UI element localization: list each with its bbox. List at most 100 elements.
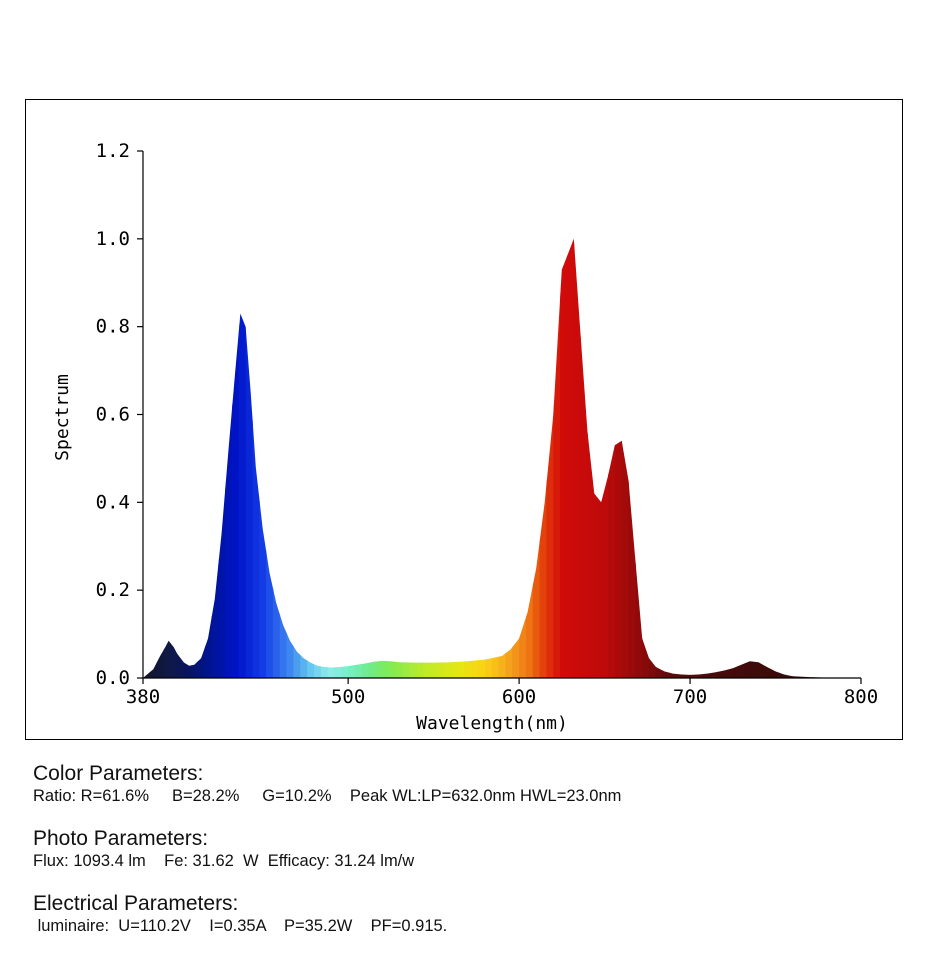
color-band [396, 238, 404, 678]
x-tick-label: 800 [844, 686, 878, 708]
color-band [649, 238, 657, 678]
color-band [252, 238, 260, 678]
color-band [211, 238, 219, 678]
color-band [368, 238, 377, 678]
color-band [778, 238, 787, 678]
color-band [717, 238, 725, 678]
color-band [204, 238, 212, 678]
y-tick-label: 0.0 [96, 667, 130, 689]
photo-parameters: Photo Parameters: Flux: 1093.4 lm Fe: 31… [33, 827, 414, 871]
color-band [532, 238, 541, 678]
color-band [382, 238, 390, 678]
color-band [696, 238, 705, 678]
color-band [601, 238, 609, 678]
color-band [560, 238, 568, 678]
color-band [457, 238, 465, 678]
color-band [539, 238, 548, 678]
electrical-parameters: Electrical Parameters: luminaire: U=110.… [33, 892, 447, 936]
electrical-parameters-values: luminaire: U=110.2V I=0.35A P=35.2W PF=0… [33, 917, 448, 935]
color-band [218, 238, 226, 678]
color-band [587, 238, 595, 678]
color-band [765, 238, 773, 678]
color-band [744, 238, 753, 678]
color-band [416, 238, 424, 678]
color-band [724, 238, 732, 678]
color-parameters: Color Parameters: Ratio: R=61.6% B=28.2%… [33, 762, 621, 806]
color-band [840, 238, 848, 678]
color-band [348, 238, 356, 678]
color-band [635, 238, 643, 678]
color-band [566, 238, 575, 678]
x-axis-label: Wavelength(nm) [416, 713, 568, 734]
color-band [847, 238, 855, 678]
color-band [177, 238, 185, 678]
color-band [402, 238, 411, 678]
color-band [683, 238, 691, 678]
color-band [642, 238, 650, 678]
color-band [505, 238, 513, 678]
y-axis-label: Spectrum [52, 374, 73, 461]
x-tick-label: 700 [673, 686, 707, 708]
color-band [819, 238, 828, 678]
color-band [751, 238, 760, 678]
color-band [594, 238, 602, 678]
color-band [546, 238, 554, 678]
color-band [279, 238, 288, 678]
spectrum-chart: 0.0 0.2 0.4 0.6 0.8 1.0 1.2 380 500 600 700 800 Wav… [52, 140, 878, 734]
color-band [313, 238, 322, 678]
color-band [478, 238, 486, 678]
color-band [833, 238, 842, 678]
color-band [519, 238, 527, 678]
color-band [266, 238, 274, 678]
color-band [143, 238, 151, 678]
color-band [731, 238, 739, 678]
color-band [300, 238, 308, 678]
color-band [225, 238, 233, 678]
color-band [286, 238, 295, 678]
color-band [607, 238, 616, 678]
color-band [512, 238, 520, 678]
chart-frame: 0.0 0.2 0.4 0.6 0.8 1.0 1.2 380 500 600 700 800 Wav… [25, 99, 903, 740]
color-band [170, 238, 178, 678]
color-band [437, 238, 445, 678]
color-band [813, 238, 821, 678]
color-band [484, 238, 493, 678]
color-band [710, 238, 718, 678]
color-band [327, 238, 336, 678]
electrical-parameters-title: Electrical Parameters: [33, 892, 239, 915]
color-band [149, 238, 158, 678]
color-band [628, 238, 636, 678]
color-parameters-values: Ratio: R=61.6% B=28.2% G=10.2% Peak WL:L… [33, 787, 622, 805]
color-band [580, 238, 589, 678]
color-band [491, 238, 500, 678]
color-band [409, 238, 418, 678]
color-band [785, 238, 794, 678]
color-band [430, 238, 438, 678]
color-band [443, 238, 452, 678]
color-band [676, 238, 684, 678]
color-band [423, 238, 431, 678]
color-band [163, 238, 171, 678]
photo-parameters-title: Photo Parameters: [33, 827, 209, 850]
x-tick-label: 380 [126, 686, 160, 708]
x-tick-label: 600 [502, 686, 536, 708]
color-band [792, 238, 801, 678]
photo-parameters-values: Flux: 1093.4 lm Fe: 31.62 W Efficacy: 31… [33, 852, 415, 870]
color-band [238, 238, 247, 678]
color-band [758, 238, 766, 678]
spectrum-color-bands [143, 238, 861, 678]
color-band [389, 238, 397, 678]
color-band [293, 238, 301, 678]
color-band [245, 238, 254, 678]
y-tick-label: 1.2 [96, 140, 130, 162]
color-band [334, 238, 342, 678]
color-band [156, 238, 165, 678]
color-band [259, 238, 267, 678]
color-band [190, 238, 199, 678]
color-band [320, 238, 329, 678]
color-parameters-title: Color Parameters: [33, 762, 204, 785]
color-band [375, 238, 383, 678]
color-band [621, 238, 630, 678]
color-band [498, 238, 507, 678]
y-tick-label: 0.8 [96, 316, 130, 338]
